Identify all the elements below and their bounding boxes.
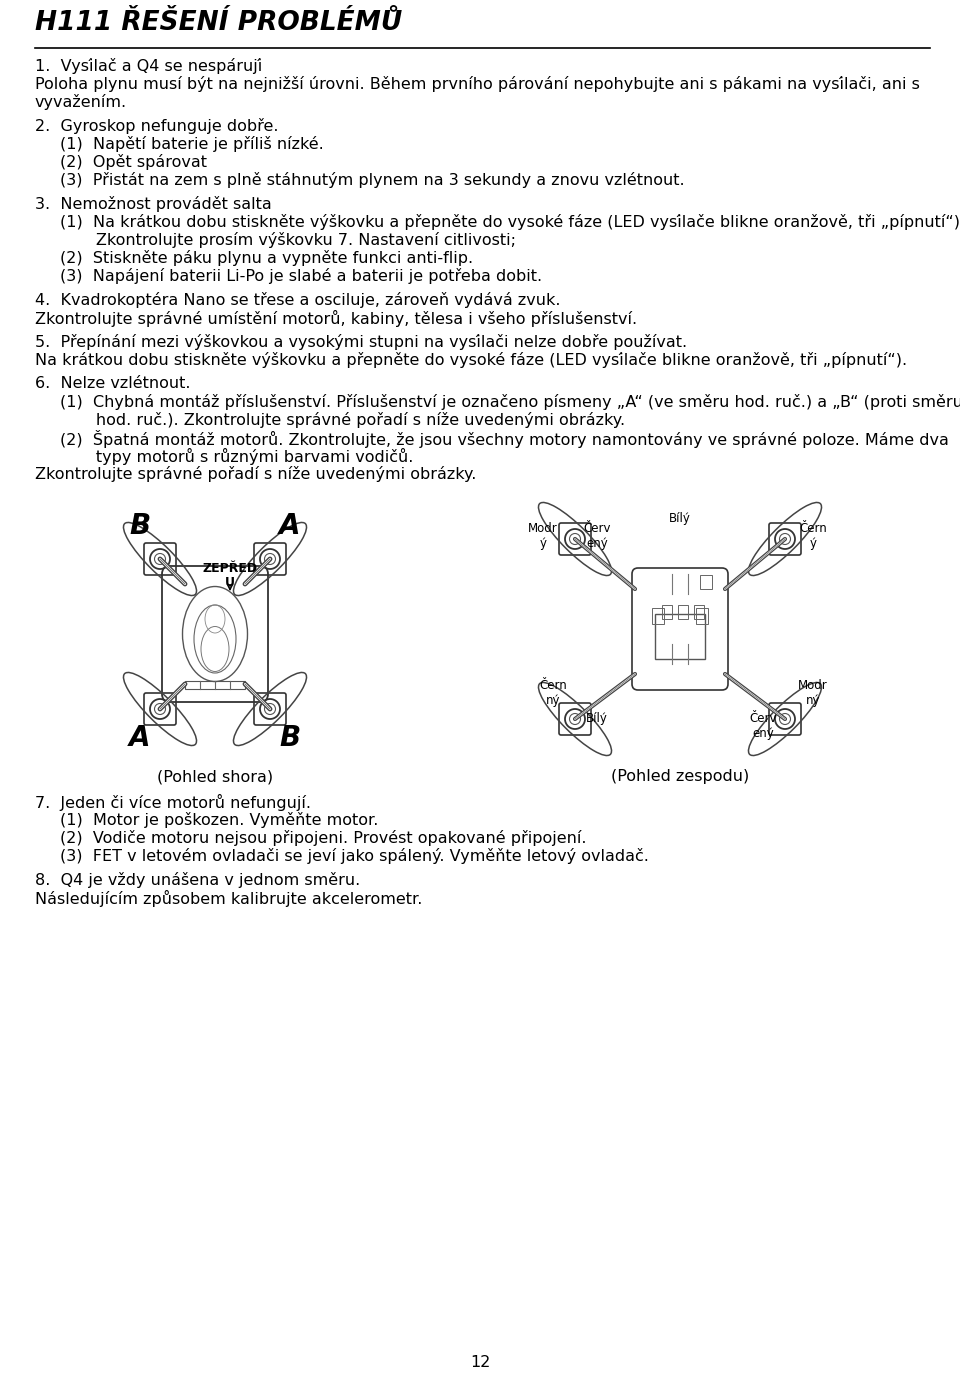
- Text: (3)  Napájení baterii Li-Po je slabé a baterii je potřeba dobit.: (3) Napájení baterii Li-Po je slabé a ba…: [60, 268, 542, 283]
- Text: 2.  Gyroskop nefunguje dobře.: 2. Gyroskop nefunguje dobře.: [35, 118, 278, 133]
- Text: Bílý: Bílý: [669, 512, 691, 526]
- Text: (1)  Motor je poškozen. Vyměňte motor.: (1) Motor je poškozen. Vyměňte motor.: [60, 812, 378, 828]
- Bar: [694, 605, 704, 619]
- Text: 8.  Q4 je vždy unášena v jednom směru.: 8. Q4 je vždy unášena v jednom směru.: [35, 872, 360, 888]
- Text: 5.  Přepínání mezi výškovkou a vysokými stupni na vysílači nelze dobře používat: 5. Přepínání mezi výškovkou a vysokými s…: [35, 334, 687, 350]
- Bar: [662, 605, 672, 619]
- Text: Následujícím způsobem kalibrujte akcelerometr.: Následujícím způsobem kalibrujte akceler…: [35, 890, 422, 907]
- Text: Čern
ný: Čern ný: [540, 678, 566, 707]
- Text: (2)  Opět spárovat: (2) Opět spárovat: [60, 154, 207, 171]
- Text: Červ
ený: Červ ený: [749, 711, 777, 740]
- Text: U: U: [225, 577, 235, 589]
- Text: 6.  Nelze vzlétnout.: 6. Nelze vzlétnout.: [35, 376, 190, 391]
- Text: Čern
ý: Čern ý: [799, 522, 827, 550]
- Text: (2)  Špatná montáž motorů. Zkontrolujte, že jsou všechny motory namontovány ve s: (2) Špatná montáž motorů. Zkontrolujte, …: [60, 429, 948, 449]
- Bar: [700, 575, 712, 589]
- Text: Bílý: Bílý: [586, 711, 608, 725]
- Text: Poloha plynu musí být na nejnižší úrovni. Během prvního párování nepohybujte ani: Poloha plynu musí být na nejnižší úrovni…: [35, 76, 920, 92]
- Text: (1)  Napětí baterie je příliš nízké.: (1) Napětí baterie je příliš nízké.: [60, 136, 324, 151]
- Text: ZEPŘED: ZEPŘED: [203, 561, 257, 575]
- Text: 3.  Nemožnost provádět salta: 3. Nemožnost provádět salta: [35, 195, 272, 212]
- Text: 1.  Vysílač a Q4 se nespárují: 1. Vysílač a Q4 se nespárují: [35, 58, 262, 74]
- Text: H111 ŘEŠENÍ PROBLÉMŮ: H111 ŘEŠENÍ PROBLÉMŮ: [35, 10, 402, 36]
- Text: 7.  Jeden či více motorů nefungují.: 7. Jeden či více motorů nefungují.: [35, 794, 311, 810]
- Text: (3)  Přistát na zem s plně stáhnutým plynem na 3 sekundy a znovu vzlétnout.: (3) Přistát na zem s plně stáhnutým plyn…: [60, 172, 684, 189]
- Text: Zkontrolujte správné pořadí s níže uvedenými obrázky.: Zkontrolujte správné pořadí s níže uvede…: [35, 466, 476, 482]
- Text: A: A: [279, 512, 300, 539]
- Text: Červ
ený: Červ ený: [584, 522, 611, 550]
- Text: (Pohled zespodu): (Pohled zespodu): [611, 769, 749, 784]
- Text: Zkontrolujte prosím výškovku 7. Nastavení citlivosti;: Zkontrolujte prosím výškovku 7. Nastaven…: [60, 233, 516, 248]
- Text: 4.  Kvadrokoptéra Nano se třese a osciluje, zároveň vydává zvuk.: 4. Kvadrokoptéra Nano se třese a osciluj…: [35, 292, 561, 308]
- Bar: [652, 608, 664, 623]
- Text: (Pohled shora): (Pohled shora): [156, 769, 273, 784]
- Text: Zkontrolujte správné umístění motorů, kabiny, tělesa i všeho příslušenství.: Zkontrolujte správné umístění motorů, ka…: [35, 310, 637, 327]
- Text: A: A: [130, 724, 151, 753]
- Text: Modr
ý: Modr ý: [528, 522, 558, 550]
- Text: typy motorů s různými barvami vodičů.: typy motorů s různými barvami vodičů.: [60, 449, 414, 465]
- Bar: [185, 681, 245, 689]
- Text: B: B: [279, 724, 300, 753]
- Text: hod. ruč.). Zkontrolujte správné pořadí s níže uvedenými obrázky.: hod. ruč.). Zkontrolujte správné pořadí …: [60, 411, 625, 428]
- Text: (3)  FET v letovém ovladači se jeví jako spálený. Vyměňte letový ovladač.: (3) FET v letovém ovladači se jeví jako …: [60, 848, 649, 864]
- Text: (1)  Chybná montáž příslušenství. Příslušenství je označeno písmeny „A“ (ve směr: (1) Chybná montáž příslušenství. Přísluš…: [60, 394, 960, 410]
- Text: (2)  Vodiče motoru nejsou připojeni. Provést opakované připojení.: (2) Vodiče motoru nejsou připojeni. Prov…: [60, 830, 587, 846]
- Text: B: B: [130, 512, 151, 539]
- Text: Na krátkou dobu stiskněte výškovku a přepněte do vysoké fáze (LED vysílače blik: Na krátkou dobu stiskněte výškovku a pře…: [35, 352, 907, 367]
- Bar: [678, 605, 688, 619]
- Text: (1)  Na krátkou dobu stiskněte výškovku a přepněte do vysoké fáze (LED vysílače: (1) Na krátkou dobu stiskněte výškovku a…: [60, 215, 960, 230]
- Bar: [655, 614, 705, 659]
- Text: Modr
ný: Modr ný: [798, 678, 828, 707]
- Text: (2)  Stiskněte páku plynu a vypněte funkci anti-flip.: (2) Stiskněte páku plynu a vypněte funkc…: [60, 250, 473, 266]
- Bar: [696, 608, 708, 623]
- Text: 12: 12: [469, 1355, 491, 1370]
- Text: vyvažením.: vyvažením.: [35, 94, 127, 110]
